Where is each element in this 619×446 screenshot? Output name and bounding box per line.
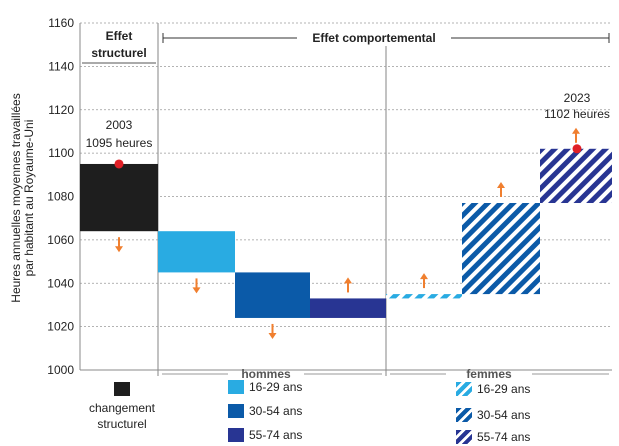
arrowhead-up-5 bbox=[420, 273, 428, 280]
arrowhead-up-4 bbox=[344, 277, 352, 284]
bar-7 bbox=[540, 148, 612, 204]
header-behavioral: Effet comportemental bbox=[312, 31, 435, 45]
end-value-label: 1102 heures bbox=[544, 107, 610, 121]
legend-swatch-men-16-29 bbox=[228, 380, 244, 394]
y-tick-1020: 1020 bbox=[47, 320, 74, 334]
group-label-men: hommes bbox=[241, 367, 291, 381]
legend-swatch-women-16-29 bbox=[456, 382, 472, 396]
arrowhead-down-3 bbox=[268, 332, 277, 339]
legend-women-16-29: 16-29 ans bbox=[456, 382, 530, 396]
y-tick-1080: 1080 bbox=[47, 190, 74, 204]
group-label-women: femmes bbox=[466, 367, 512, 381]
end-marker bbox=[572, 144, 582, 154]
legend-swatch-women-55-74 bbox=[456, 430, 472, 444]
y-tick-1120: 1120 bbox=[48, 103, 74, 117]
legend-swatch-men-30-54 bbox=[228, 404, 244, 418]
arrowhead-up-6 bbox=[497, 182, 505, 189]
grid-layer bbox=[80, 22, 612, 376]
start-year-label: 2003 bbox=[106, 118, 133, 132]
y-tick-1000: 1000 bbox=[47, 363, 74, 377]
legend-women-55-74: 55-74 ans bbox=[456, 430, 530, 444]
legend-label-men-55-74: 55-74 ans bbox=[249, 428, 303, 442]
y-tick-1100: 1100 bbox=[48, 146, 74, 160]
header-structural-line2: structurel bbox=[91, 46, 146, 60]
bar-4 bbox=[310, 298, 386, 318]
legend-label-structural: changement structurel bbox=[88, 401, 156, 431]
legend-swatch-women-30-54 bbox=[456, 408, 472, 422]
bar-3 bbox=[235, 272, 310, 318]
legend-men-16-29: 16-29 ans bbox=[228, 380, 302, 394]
y-axis: 1000 1020 1040 1060 1080 1100 1120 1140 1160 Heur… bbox=[9, 16, 612, 377]
legend-label-men-30-54: 30-54 ans bbox=[249, 404, 303, 418]
y-tick-1040: 1040 bbox=[47, 276, 74, 290]
end-year-label: 2023 bbox=[564, 91, 591, 105]
bars-layer bbox=[80, 148, 612, 318]
y-tick-1160: 1160 bbox=[48, 16, 74, 30]
legend-swatch-structural bbox=[114, 382, 130, 396]
legend-swatch-men-55-74 bbox=[228, 428, 244, 442]
legend-women-30-54: 30-54 ans bbox=[456, 408, 530, 422]
legend-structural: changement structurel bbox=[80, 382, 164, 432]
header-structural-line1: Effet bbox=[106, 29, 133, 43]
y-tick-1060: 1060 bbox=[47, 233, 74, 247]
start-value-label: 1095 heures bbox=[86, 136, 153, 150]
bar-1 bbox=[80, 163, 158, 232]
arrowhead-down-2 bbox=[192, 287, 201, 294]
legend-label-women-55-74: 55-74 ans bbox=[477, 430, 531, 444]
legend-label-men-16-29: 16-29 ans bbox=[249, 380, 303, 394]
arrowhead-up-7 bbox=[572, 127, 580, 134]
legend-label-women-30-54: 30-54 ans bbox=[477, 408, 531, 422]
start-marker bbox=[114, 159, 124, 169]
legend-men-30-54: 30-54 ans bbox=[228, 404, 302, 418]
bar-2 bbox=[158, 231, 235, 273]
y-tick-1140: 1140 bbox=[48, 59, 74, 73]
legend-label-women-16-29: 16-29 ans bbox=[477, 382, 531, 396]
y-axis-label: Heures annuelles moyennes travailléespar… bbox=[9, 93, 36, 302]
bar-5 bbox=[386, 294, 462, 299]
annotations-layer: 2003 1095 heures 2023 1102 heures Effet struc… bbox=[82, 29, 610, 381]
arrowhead-down-1 bbox=[115, 246, 123, 253]
legend-men-55-74: 55-74 ans bbox=[228, 428, 302, 442]
bar-6 bbox=[462, 203, 540, 295]
